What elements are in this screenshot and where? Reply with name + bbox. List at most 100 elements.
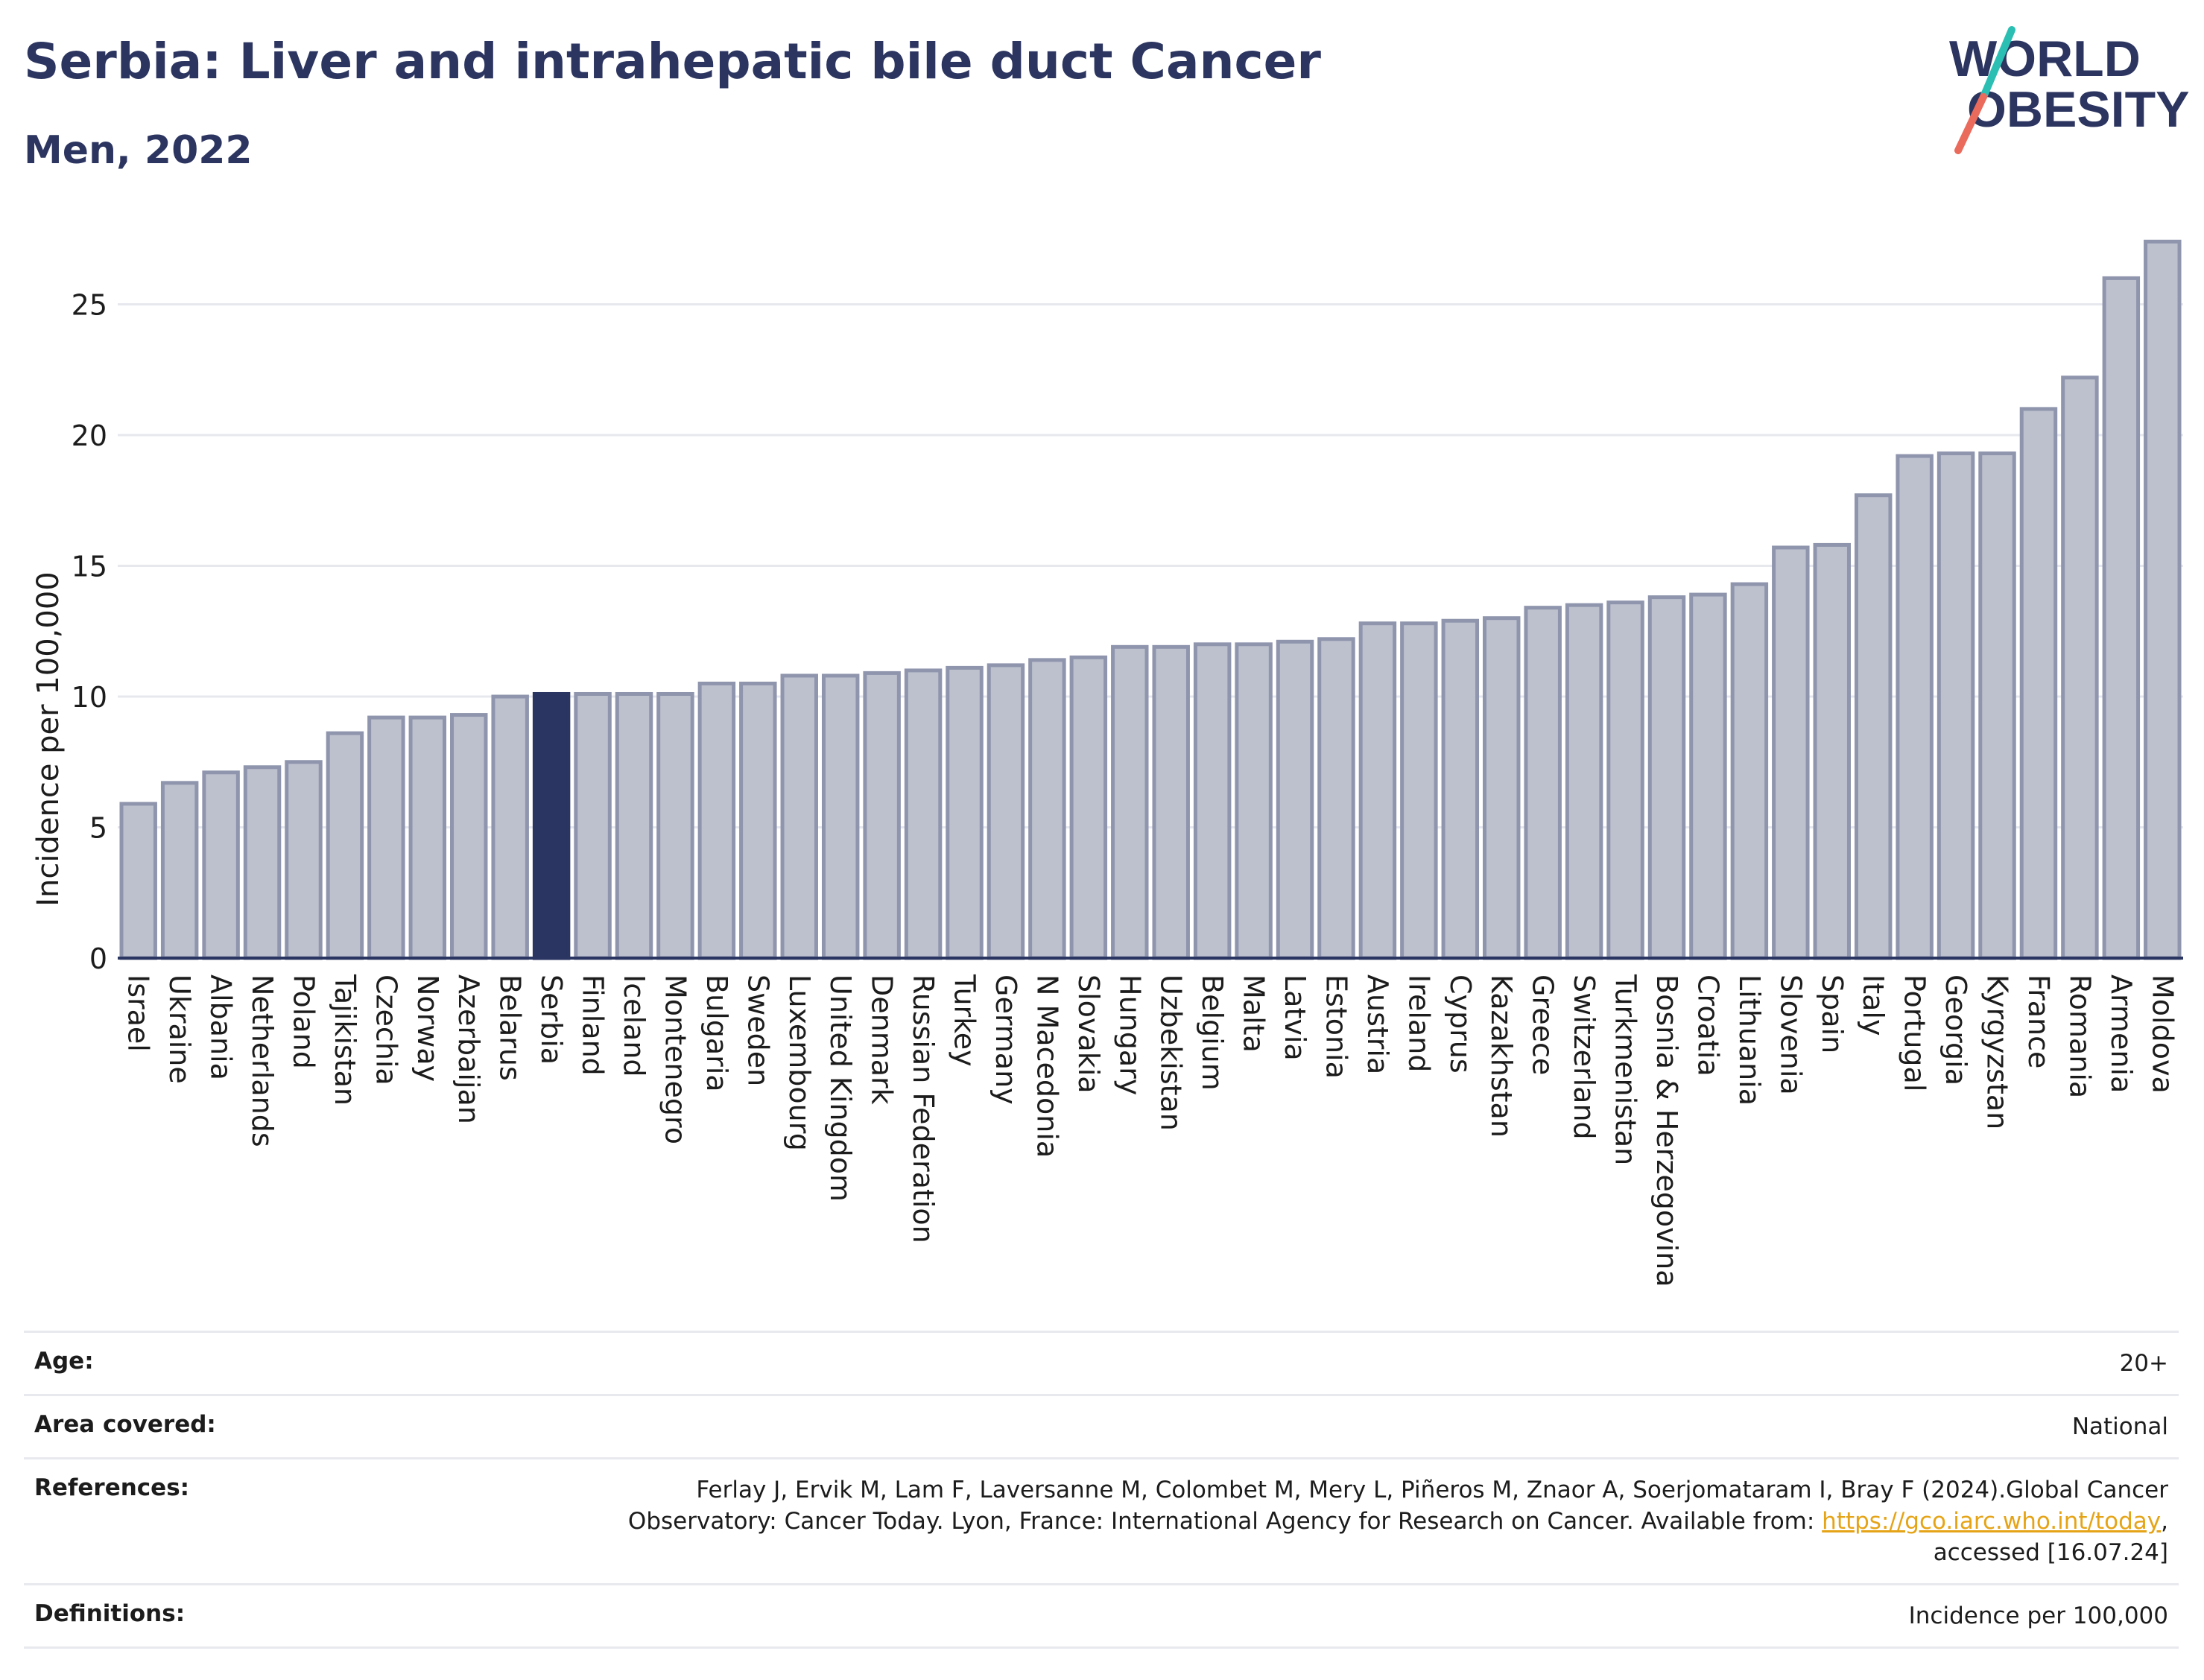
x-tick-label: Austria [1361, 974, 1394, 1074]
age-value: 20+ [2119, 1350, 2168, 1377]
bar-lithuania [1730, 582, 1769, 960]
x-tick-label: Tajikistan [329, 974, 361, 1106]
x-tick-label: Croatia [1691, 974, 1724, 1077]
x-tick-label: Belgium [1196, 974, 1229, 1091]
bar-kazakhstan [1483, 616, 1521, 960]
x-tick-label: Germany [989, 974, 1022, 1105]
x-tick-label: Czechia [370, 974, 402, 1085]
x-tick-label: Malta [1238, 974, 1270, 1053]
references-label: References: [34, 1474, 190, 1501]
chart-title: Serbia: Liver and intrahepatic bile duct… [24, 33, 1321, 90]
x-tick-label: Sweden [741, 974, 774, 1086]
x-tick-label: Kazakhstan [1485, 974, 1518, 1138]
x-tick-label: Israel [122, 974, 155, 1052]
y-tick-label: 15 [72, 551, 107, 583]
x-tick-label: Iceland [618, 974, 650, 1077]
x-tick-label: Luxembourg [783, 974, 816, 1151]
bar-estonia [1317, 637, 1355, 960]
x-tick-label: Switzerland [1568, 974, 1600, 1140]
x-tick-label: Azerbaijan [452, 974, 485, 1124]
bar-latvia [1276, 639, 1314, 960]
bar-turkmenistan [1606, 600, 1644, 960]
bar-tajikistan [326, 731, 364, 960]
bar-austria [1358, 621, 1397, 960]
bar-iceland [615, 691, 653, 960]
bar-croatia [1689, 592, 1727, 960]
bar-greece [1524, 606, 1562, 960]
bar-kyrgyzstan [1978, 451, 2016, 960]
x-tick-label: Spain [1816, 974, 1849, 1053]
bar-belgium [1193, 642, 1232, 960]
info-row-definitions: Definitions: Incidence per 100,000 [24, 1583, 2179, 1649]
bar-malta [1235, 642, 1273, 960]
bar-israel [119, 802, 157, 960]
x-tick-label: Montenegro [659, 974, 691, 1144]
bar-romania [2061, 375, 2099, 960]
logo-slash-teal [1980, 26, 2015, 101]
x-tick-label: Greece [1527, 974, 1559, 1075]
area-value: National [2071, 1413, 2168, 1440]
x-tick-label: Portugal [1899, 974, 1931, 1091]
bar-bulgaria [697, 681, 736, 960]
x-tick-label: Denmark [866, 974, 899, 1105]
bar-ireland [1400, 621, 1438, 960]
bar-france [2019, 407, 2058, 960]
x-tick-label: Estonia [1320, 974, 1352, 1079]
bar-spain [1813, 542, 1851, 960]
x-tick-label: Romania [2063, 974, 2096, 1098]
bar-armenia [2102, 276, 2141, 960]
bar-serbia [532, 691, 571, 960]
bar-luxembourg [780, 673, 818, 960]
bar-sweden [739, 681, 777, 960]
info-row-references: References: Ferlay J, Ervik M, Lam F, La… [24, 1457, 2179, 1583]
x-tick-label: Armenia [2105, 974, 2138, 1093]
bar-slovakia [1069, 655, 1108, 960]
bar-poland [285, 760, 323, 960]
x-tick-label: Norway [411, 974, 444, 1082]
logo-slash-coral [1954, 93, 1987, 154]
x-tick-label: Georgia [1939, 974, 1972, 1085]
y-tick-label: 10 [72, 681, 107, 714]
references-line3: accessed [16.07.24] [1933, 1539, 2168, 1566]
x-tick-label: Cyprus [1444, 974, 1477, 1074]
references-line2-end: , [2161, 1508, 2168, 1535]
bar-norway [408, 715, 447, 960]
bar-moldova [2144, 239, 2182, 960]
bar-hungary [1111, 644, 1149, 960]
x-tick-label: Latvia [1279, 974, 1311, 1061]
chart-subtitle: Men, 2022 [24, 128, 253, 173]
x-tick-label: Uzbekistan [1155, 974, 1188, 1131]
x-tick-label: Ireland [1402, 974, 1435, 1072]
bar-n-macedonia [1028, 658, 1066, 960]
references-link[interactable]: https://gco.iarc.who.int/today [1822, 1508, 2162, 1535]
bar-czechia [367, 715, 405, 960]
x-tick-label: United Kingdom [824, 974, 857, 1202]
bar-azerbaijan [450, 713, 488, 960]
bar-russian-federation [904, 668, 943, 960]
bar-uzbekistan [1152, 644, 1190, 960]
x-tick-label: Turkmenistan [1609, 974, 1642, 1165]
info-row-area: Area covered: National [24, 1394, 2179, 1457]
logo-text-obesity: OBESITY [1967, 81, 2190, 138]
area-label: Area covered: [34, 1411, 216, 1438]
info-table: Age: 20+ Area covered: National Referenc… [24, 1331, 2179, 1649]
x-tick-label: Albania [205, 974, 238, 1080]
definitions-label: Definitions: [34, 1600, 186, 1627]
x-tick-label: Turkey [949, 974, 981, 1067]
references-line2: Observatory: Cancer Today. Lyon, France:… [627, 1508, 1823, 1535]
bar-cyprus [1441, 618, 1480, 960]
bar-georgia [1937, 451, 1975, 960]
x-tick-label: Moldova [2146, 974, 2179, 1094]
bar-italy [1854, 493, 1893, 960]
y-axis-label: Incidence per 100,000 [31, 571, 66, 907]
bar-united-kingdom [821, 673, 860, 960]
bar-bosnia-herzegovina [1647, 595, 1686, 960]
x-tick-label: Hungary [1113, 974, 1146, 1095]
age-label: Age: [34, 1348, 94, 1375]
x-tick-label: Slovenia [1774, 974, 1807, 1095]
bar-ukraine [160, 781, 199, 960]
x-tick-label: Italy [1857, 974, 1890, 1036]
bar-belarus [491, 694, 529, 960]
x-tick-label: Slovakia [1072, 974, 1105, 1094]
world-obesity-logo: WORLD OBESITY [1949, 26, 2190, 154]
